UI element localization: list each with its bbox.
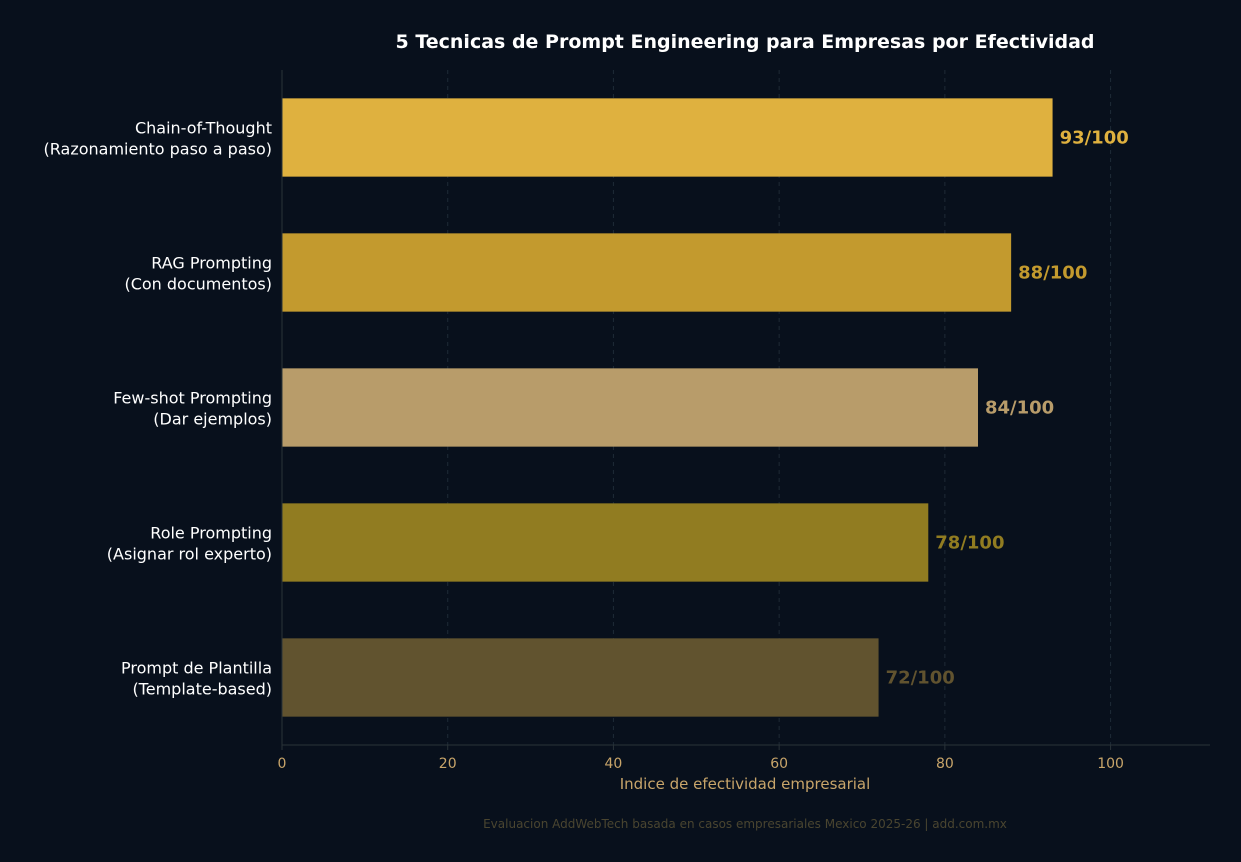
bar xyxy=(282,368,978,447)
x-tick-label: 60 xyxy=(770,756,788,772)
category-label-line: RAG Prompting xyxy=(151,254,272,273)
bars-layer: 93/100 Chain-of-Thought (Razonamiento paso… xyxy=(44,98,1129,717)
footnote: Evaluacion AddWebTech basada en casos em… xyxy=(483,817,1007,831)
category-label-line: (Dar ejemplos) xyxy=(153,410,272,429)
value-label: 93/100 xyxy=(1060,128,1129,149)
category-label: Prompt de Plantilla (Template-based) xyxy=(121,659,272,699)
axes-layer: 0 20 40 60 80 100 xyxy=(278,70,1210,772)
category-label-line: (Asignar rol experto) xyxy=(107,545,272,564)
value-label: 72/100 xyxy=(886,668,955,689)
category-label: RAG Prompting (Con documentos) xyxy=(124,254,272,294)
category-label-line: (Template-based) xyxy=(132,680,272,699)
value-label: 84/100 xyxy=(985,398,1054,419)
category-label-line: (Razonamiento paso a paso) xyxy=(44,140,273,159)
category-label-line: Prompt de Plantilla xyxy=(121,659,272,678)
category-label: Role Prompting (Asignar rol experto) xyxy=(107,524,272,564)
x-tick-label: 20 xyxy=(439,756,457,772)
x-tick-label: 40 xyxy=(605,756,623,772)
x-tick-label: 80 xyxy=(936,756,954,772)
bar xyxy=(282,98,1053,177)
category-label: Chain-of-Thought (Razonamiento paso a pas… xyxy=(44,119,273,159)
chart-title: 5 Tecnicas de Prompt Engineering para Em… xyxy=(395,31,1094,53)
x-tick-label: 100 xyxy=(1097,756,1124,772)
value-label: 88/100 xyxy=(1018,263,1087,284)
x-axis-title: Indice de efectividad empresarial xyxy=(620,775,871,793)
bar xyxy=(282,638,879,717)
category-label-line: Chain-of-Thought xyxy=(135,119,272,138)
category-label-line: (Con documentos) xyxy=(124,275,272,294)
value-label: 78/100 xyxy=(935,533,1004,554)
category-label-line: Role Prompting xyxy=(150,524,272,543)
bar xyxy=(282,233,1012,312)
x-tick-label: 0 xyxy=(278,756,287,772)
category-label: Few-shot Prompting (Dar ejemplos) xyxy=(113,389,272,429)
bar xyxy=(282,503,929,582)
category-label-line: Few-shot Prompting xyxy=(113,389,272,408)
